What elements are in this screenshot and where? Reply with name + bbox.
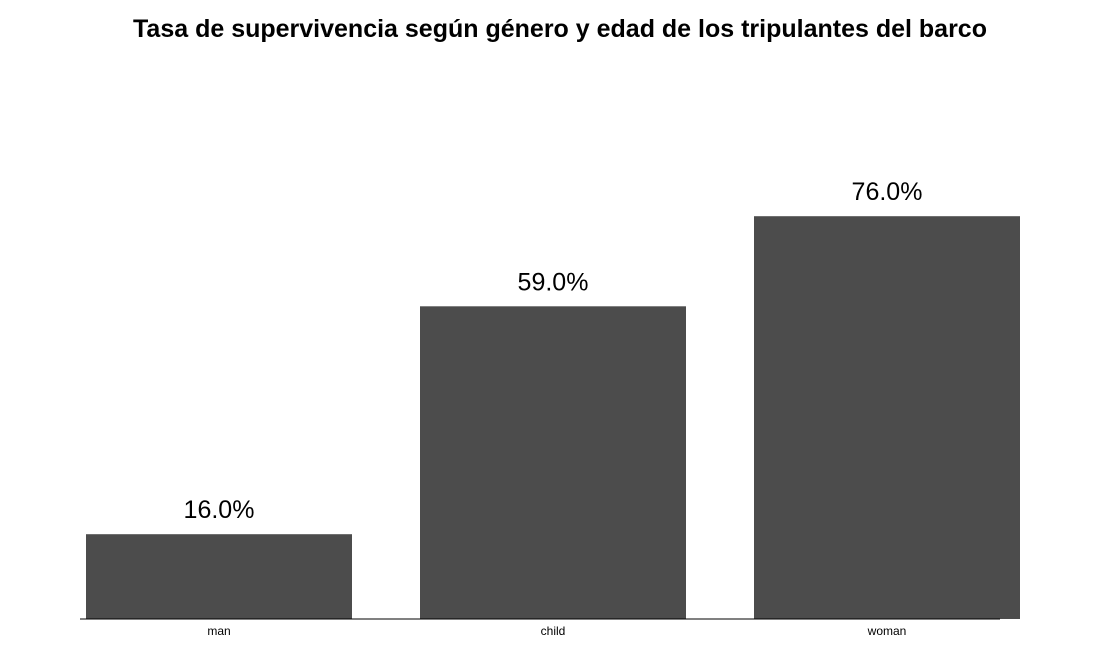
- data-label-woman: 76.0%: [852, 178, 923, 206]
- x-tick-label-child: child: [541, 624, 566, 638]
- x-tick-labels-layer: man child woman: [207, 624, 906, 638]
- bar-woman: [754, 216, 1020, 619]
- bars-layer: [86, 216, 1020, 619]
- data-label-man: 16.0%: [184, 496, 255, 524]
- data-label-child: 59.0%: [518, 268, 589, 296]
- bar-child: [420, 306, 686, 619]
- chart-title: Tasa de supervivencia según género y eda…: [133, 15, 987, 43]
- x-tick-label-woman: woman: [867, 624, 907, 638]
- bar-man: [86, 534, 352, 619]
- x-tick-label-man: man: [207, 624, 230, 638]
- data-labels-layer: 16.0% 59.0% 76.0%: [184, 178, 923, 524]
